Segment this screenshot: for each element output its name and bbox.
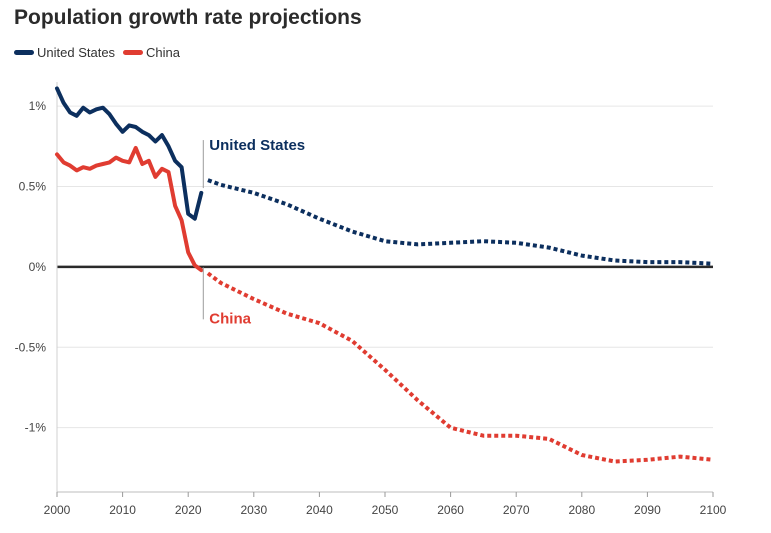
x-tick-label: 2070: [503, 503, 530, 517]
series-lines: [55, 86, 714, 464]
x-tick-label: 2060: [437, 503, 464, 517]
y-tick-label: -0.5%: [15, 340, 47, 354]
legend-swatch-china: [123, 50, 144, 55]
legend-item-us[interactable]: United States: [14, 45, 115, 60]
projection-line-china: [206, 271, 714, 464]
annotations: United States China: [202, 137, 305, 327]
x-tick-label: 2090: [634, 503, 661, 517]
legend-item-china[interactable]: China: [123, 45, 180, 60]
y-axis: 1% 0.5% 0% -0.5% -1%: [15, 99, 47, 435]
y-tick-label: -1%: [25, 421, 47, 435]
y-tick-label: 0.5%: [19, 180, 47, 194]
annotation-label-us: United States: [209, 137, 305, 154]
x-tick-label: 2040: [306, 503, 333, 517]
historical-line-united-states: [55, 86, 204, 221]
x-axis: 2000 2010 2020 2030 2040 2050 2060 2070 2080 2090…: [44, 82, 727, 517]
y-tick-label: 1%: [29, 99, 47, 113]
legend-swatch-us: [14, 50, 34, 55]
x-tick-label: 2030: [240, 503, 267, 517]
x-tick-label: 2050: [372, 503, 399, 517]
x-tick-label: 2000: [44, 503, 71, 517]
legend-label-china: China: [146, 45, 181, 60]
historical-line-china: [55, 145, 204, 273]
y-tick-label: 0%: [29, 260, 47, 274]
x-tick-label: 2010: [109, 503, 136, 517]
gridlines: [57, 105, 713, 429]
projection-line-united-states: [207, 178, 714, 266]
x-tick-label: 2100: [700, 503, 727, 517]
chart-title: Population growth rate projections: [14, 6, 362, 29]
x-tick-label: 2020: [175, 503, 202, 517]
legend: United States China: [14, 45, 188, 60]
legend-label-us: United States: [37, 45, 116, 60]
annotation-label-china: China: [209, 310, 251, 327]
x-tick-label: 2080: [568, 503, 595, 517]
